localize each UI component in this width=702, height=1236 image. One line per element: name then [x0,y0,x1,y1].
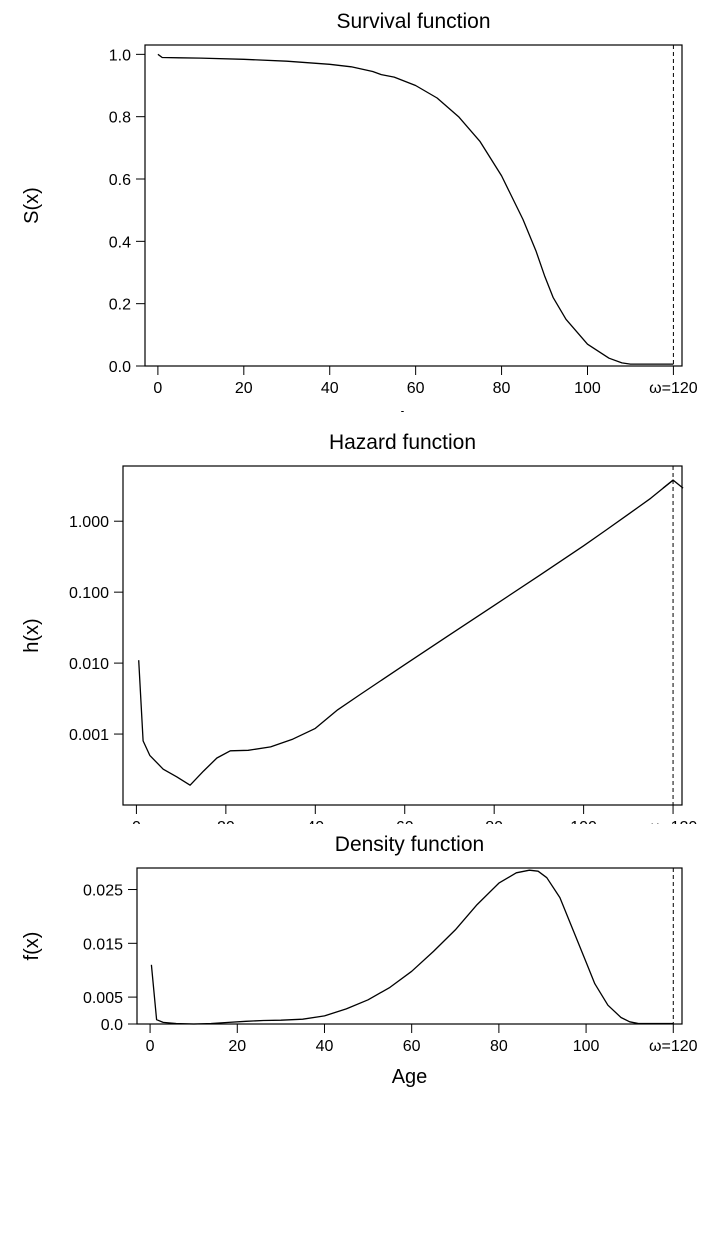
survival-x-tick-label: 80 [493,380,511,397]
density-y-tick-label: 0.015 [83,936,123,953]
density-x-tick-label: 40 [316,1038,334,1055]
survival-x-tick-label: 60 [407,380,425,397]
density-x-tick-label: 60 [403,1038,421,1055]
survival-x-tick-label: 100 [574,380,601,397]
survival-x-axis-label: Age [396,408,432,412]
survival-y-tick-label: 0.0 [109,359,131,376]
survival-chart: Survival function 0 20 40 60 80 100 ω=120 0.0 0.2… [21,10,698,412]
hazard-x-tick-label: 100 [570,819,597,824]
hazard-x-tick-label: 20 [217,819,235,824]
density-x-tick-label: 100 [573,1038,600,1055]
density-chart-panel: Density function 0 20 40 60 80 100 ω=120 0.0 0.00… [0,824,702,1236]
hazard-x-tick-label: 60 [396,819,414,824]
density-y-axis-label: f(x) [21,932,43,961]
survival-y-tick-label: 0.8 [109,110,131,127]
density-x-tick-label: 80 [490,1038,508,1055]
hazard-plot-frame [122,465,683,806]
hazard-x-tick-label: 0 [132,819,141,824]
survival-x-tick-label: 0 [153,380,162,397]
density-x-axis-label: Age [392,1066,428,1088]
survival-y-tick-label: 0.6 [109,172,131,189]
hazard-omega-tick-label: ω=120 [649,819,698,824]
hazard-arrowhead [662,479,684,489]
survival-y-tick-label: 0.4 [109,234,131,251]
hazard-series-line [138,479,674,786]
density-chart-title: Density function [335,833,484,856]
survival-plot-frame [144,44,683,367]
hazard-y-tick-label: 1.000 [69,514,109,531]
density-x-tick-label: 20 [228,1038,246,1055]
hazard-chart: Hazard function 0 20 40 60 80 100 ω=120 0.001 0.0… [21,431,698,824]
survival-x-tick-label: 40 [321,380,339,397]
density-chart: Density function 0 20 40 60 80 100 ω=120 0.0 0.00… [21,833,698,1088]
hazard-chart-title: Hazard function [329,431,476,454]
survival-x-tick-label: 20 [235,380,253,397]
density-y-tick-label: 0.0 [101,1017,123,1034]
survival-omega-tick-label: ω=120 [649,380,698,397]
hazard-y-axis-label: h(x) [21,618,43,652]
hazard-y-tick-label: 0.010 [69,656,109,673]
density-omega-tick-label: ω=120 [649,1038,698,1055]
density-plot-frame [136,867,683,1025]
survival-y-axis-label: S(x) [21,187,43,224]
survival-y-tick-label: 0.2 [109,297,131,314]
density-series-line [150,869,674,1025]
density-y-tick-label: 0.025 [83,883,123,900]
hazard-y-tick-label: 0.001 [69,727,109,744]
density-y-tick-label: 0.005 [83,990,123,1007]
survival-series-line [157,53,674,365]
density-x-tick-label: 0 [146,1038,155,1055]
survival-chart-panel: Survival function 0 20 40 60 80 100 ω=120 0.0 0.2… [0,0,702,412]
hazard-chart-panel: Hazard function 0 20 40 60 80 100 ω=120 0.001 0.0… [0,412,702,824]
hazard-x-tick-label: 40 [306,819,324,824]
survival-chart-title: Survival function [336,10,490,33]
survival-y-tick-label: 1.0 [109,47,131,64]
hazard-y-tick-label: 0.100 [69,585,109,602]
hazard-x-tick-label: 80 [485,819,503,824]
